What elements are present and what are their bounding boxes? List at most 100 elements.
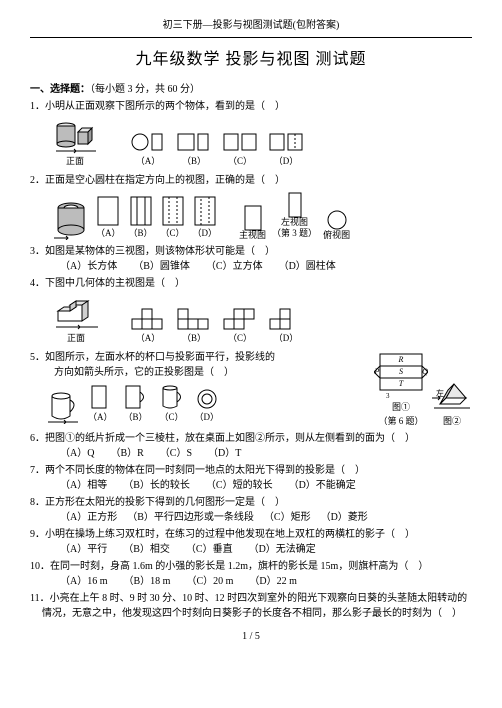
q5-optA: （A） xyxy=(88,384,113,425)
q1-figs: 正面 （A） （B） xyxy=(54,118,472,169)
q4-a-icon xyxy=(130,307,166,331)
q4-num: 4． xyxy=(30,278,45,289)
q6-S: S xyxy=(399,367,403,376)
q2: 2．正面是空心圆柱在指定方向上的视图，正确的是（ ） xyxy=(30,173,472,241)
q6-capQ: （第 6 题） xyxy=(378,415,423,429)
q6: 6．把图①的纸片折成一个三棱柱，放在桌面上如图②所示，则从左侧看到的面为（ ） … xyxy=(30,431,472,461)
q3-topview-icon xyxy=(326,209,348,231)
q4-optC: （C） xyxy=(222,307,258,346)
q3-top-view: 俯视图 xyxy=(323,209,350,240)
q3-mainview-label: 主视图 xyxy=(239,231,266,240)
q6-P: P xyxy=(374,367,380,376)
q2-num: 2． xyxy=(30,175,45,186)
q1-a-icon xyxy=(130,130,166,154)
q5-c-icon xyxy=(159,384,185,410)
q5-d-label: （D） xyxy=(195,411,220,425)
q4-optD: （D） xyxy=(268,307,304,346)
q8-d: （D）菱形 xyxy=(321,510,368,525)
q5-c-label: （C） xyxy=(159,411,183,425)
q9-text: 小明在操场上练习双杠时，在练习的过程中他发现在地上双杠的两横杠的影子（ ） xyxy=(45,529,415,540)
q4: 4．下图中几何体的主视图是（ ） 正面 xyxy=(30,276,472,346)
q1-num: 1． xyxy=(30,101,45,112)
q5: 5．如图所示，左面水杯的杯口与投影面平行，投影线的 方向如箭头所示，它的正投影图… xyxy=(30,350,472,429)
section-note: （每小题 3 分，共 60 分） xyxy=(90,84,200,95)
q9-opts: （A）平行 （B）相交 （C）垂直 （D）无法确定 xyxy=(60,542,472,557)
q1-d-icon xyxy=(268,130,304,154)
section-label: 一、选择题： xyxy=(30,84,90,95)
q6-fig2: 左 图② xyxy=(432,378,472,429)
q2-optB: （B） xyxy=(129,196,153,241)
q5-b-label: （B） xyxy=(123,411,147,425)
q3-main-view: 主视图 xyxy=(239,205,266,240)
q2-b-label: （B） xyxy=(129,227,153,241)
q10-c: （C）20 m xyxy=(186,574,233,589)
q6-c: （C）S xyxy=(160,446,192,461)
q6-a: （A）Q xyxy=(60,446,94,461)
q6-text: 把图①的纸片折成一个三棱柱，放在桌面上如图②所示，则从左侧看到的面为（ ） xyxy=(45,433,415,444)
q5-stimulus xyxy=(48,390,78,424)
q10-opts: （A）16 m （B）18 m （C）20 m （D）22 m xyxy=(60,574,472,589)
q5-d-icon xyxy=(196,388,218,410)
q3-d: （D）圆柱体 xyxy=(279,259,336,274)
q4-d-icon xyxy=(268,307,304,331)
q5-cup-icon xyxy=(48,390,78,424)
q6-left-label: 左 xyxy=(436,388,444,398)
q5-optD: （D） xyxy=(195,388,220,425)
q2-d-icon xyxy=(194,196,216,226)
q5-figs: （A） （B） xyxy=(48,384,370,425)
section-heading: 一、选择题：（每小题 3 分，共 60 分） xyxy=(30,82,472,97)
q4-c-icon xyxy=(222,307,258,331)
q3-aside: 主视图 左视图 （第 3 题） 俯视图 xyxy=(239,192,350,241)
q1-optB: （B） xyxy=(176,130,212,169)
q6-R: R xyxy=(398,355,404,364)
q2-c-icon xyxy=(162,196,184,226)
q10: 10．在同一时刻，身高 1.6m 的小强的影长是 1.2m，旗杆的影长是 15m… xyxy=(30,559,472,589)
q8: 8．正方形在太阳光的投影下得到的几何图形一定是（ ） （A）正方形 （B）平行四… xyxy=(30,495,472,525)
q10-a: （A）16 m xyxy=(60,574,108,589)
q7-d: （D）不能确定 xyxy=(289,478,356,493)
q3-caption: （第 3 题） xyxy=(272,227,317,241)
q6-prism-icon: 左 xyxy=(432,378,472,414)
q8-text: 正方形在太阳光的投影下得到的几何图形一定是（ ） xyxy=(45,497,285,508)
page: 初三下册—投影与视图测试题(包附答案) 九年级数学 投影与视图 测试题 一、选择… xyxy=(0,0,502,656)
q1-objects-icon xyxy=(54,118,96,154)
q1-c-icon xyxy=(222,130,258,154)
q11: 11．小亮在上午 8 时、9 时 30 分、10 时、12 时四次到室外的阳光下… xyxy=(30,591,472,621)
q6-b: （B）R xyxy=(110,446,143,461)
q2-b-icon xyxy=(130,196,152,226)
q10-num: 10． xyxy=(30,561,50,572)
q4-solid-icon xyxy=(54,295,98,331)
q1-optC: （C） xyxy=(222,130,258,169)
q9: 9．小明在操场上练习双杠时，在练习的过程中他发现在地上双杠的两横杠的影子（ ） … xyxy=(30,527,472,557)
q1-a-label: （A） xyxy=(136,155,161,169)
q1: 1．小明从正面观察下图所示的两个物体，看到的是（ ） 正面 xyxy=(30,99,472,169)
q1-front-label: 正面 xyxy=(66,155,84,169)
q9-c: （C）垂直 xyxy=(186,542,233,557)
page-footer: 1 / 5 xyxy=(30,629,472,644)
q9-num: 9． xyxy=(30,529,45,540)
q5-main: 5．如图所示，左面水杯的杯口与投影面平行，投影线的 方向如箭头所示，它的正投影图… xyxy=(42,350,370,429)
q1-stimulus: 正面 xyxy=(54,118,96,169)
q3-b: （B）圆锥体 xyxy=(133,259,190,274)
q8-c: （C）矩形 xyxy=(264,510,311,525)
q5-optC: （C） xyxy=(159,384,185,425)
q9-d: （D）无法确定 xyxy=(249,542,316,557)
q2-cylinder-icon xyxy=(54,200,88,240)
q5-block: 5．如图所示，左面水杯的杯口与投影面平行，投影线的 方向如箭头所示，它的正投影图… xyxy=(42,350,472,429)
q6-axis: 3 xyxy=(386,392,390,400)
q4-optB: （B） xyxy=(176,307,212,346)
q6-Q: Q xyxy=(422,367,428,376)
q1-text: 小明从正面观察下图所示的两个物体，看到的是（ ） xyxy=(45,101,285,112)
q4-stimulus: 正面 xyxy=(54,295,98,346)
q4-front-label: 正面 xyxy=(67,332,85,346)
q3-leftview-label: 左视图 xyxy=(281,218,308,227)
q6-opts: （A）Q （B）R （C）S （D）T xyxy=(60,446,472,461)
q2-text: 正面是空心圆柱在指定方向上的视图，正确的是（ ） xyxy=(45,175,285,186)
q7-b: （B）长的较长 xyxy=(123,478,190,493)
q3-num: 3． xyxy=(30,246,45,257)
q6-figs: R S T P Q 3 图① （第 6 题） xyxy=(374,350,472,429)
page-title: 九年级数学 投影与视图 测试题 xyxy=(30,48,472,72)
q4-text: 下图中几何体的主视图是（ ） xyxy=(45,278,185,289)
q2-c-label: （C） xyxy=(161,227,185,241)
q1-optA: （A） xyxy=(130,130,166,169)
